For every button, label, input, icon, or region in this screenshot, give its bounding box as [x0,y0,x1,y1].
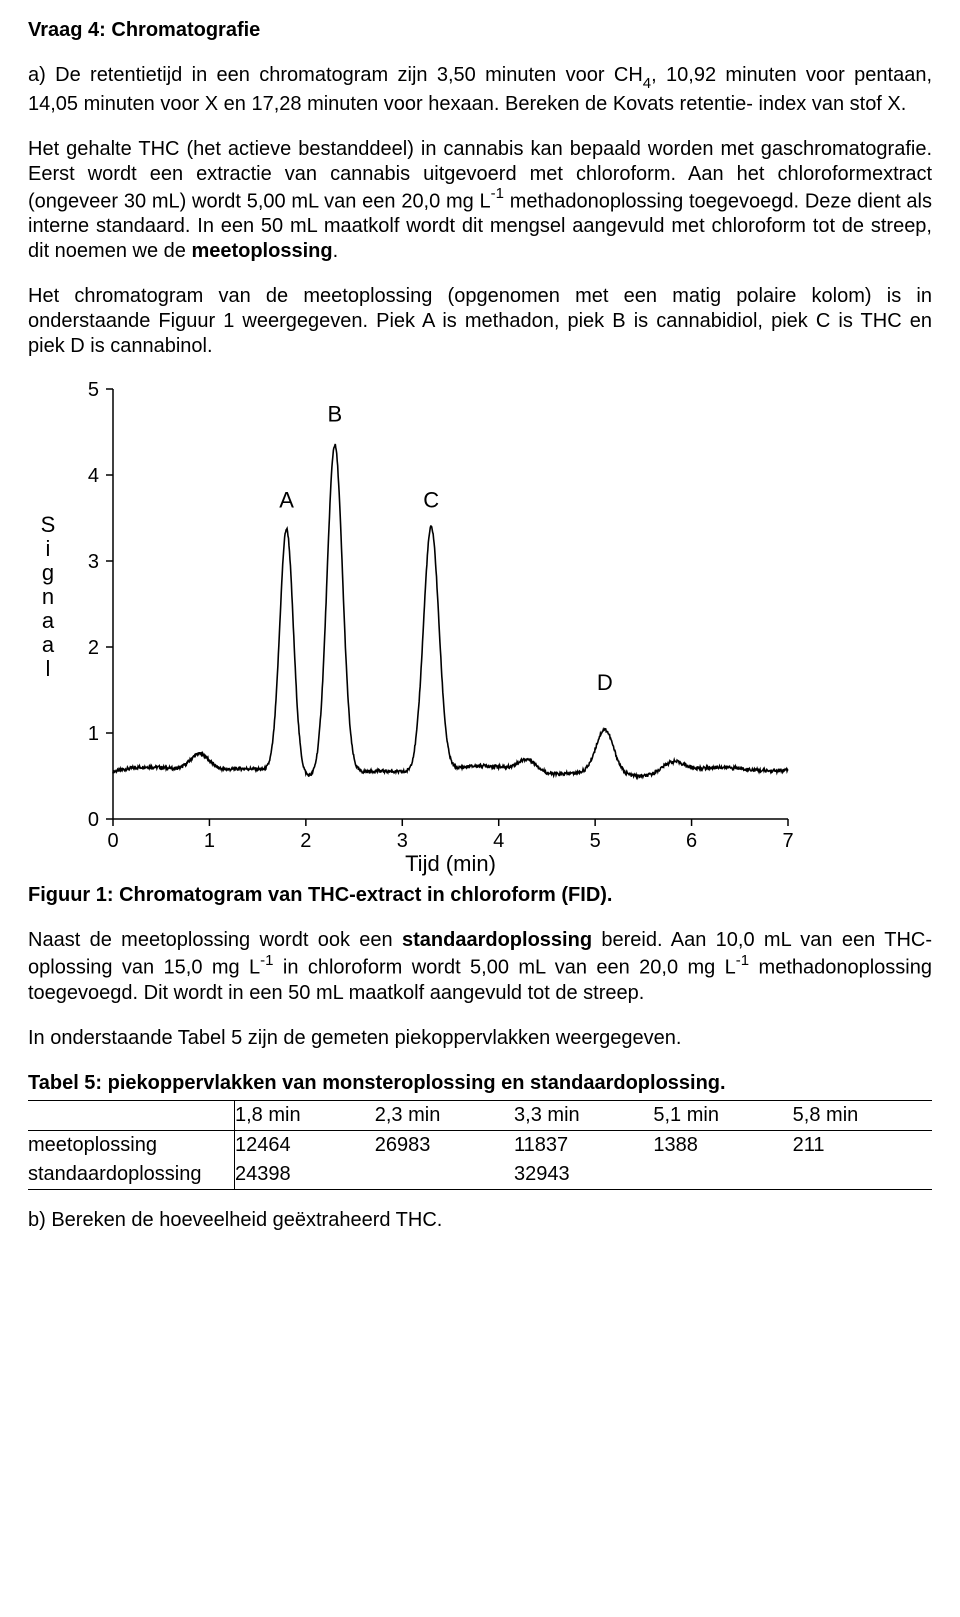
table-header-5: 5,8 min [793,1101,932,1131]
svg-text:4: 4 [493,830,504,852]
table-cell-r0c0: meetoplossing [28,1131,235,1161]
table-header-0 [28,1101,235,1131]
para-standard: Naast de meetoplossing wordt ook een sta… [28,928,932,1006]
table-cell-r1c0: standaardoplossing [28,1160,235,1190]
table-row: meetoplossing 12464 26983 11837 1388 211 [28,1131,932,1161]
table-cell-r1c4 [653,1160,792,1190]
p2-c: . [333,240,339,262]
svg-text:i: i [46,536,51,561]
para-a-text-1: a) De retentietijd in een chromatogram z… [28,64,643,86]
svg-text:2: 2 [300,830,311,852]
svg-text:g: g [42,560,54,585]
peak-area-table: 1,8 min 2,3 min 3,3 min 5,1 min 5,8 min … [28,1100,932,1190]
p4-sup-1: -1 [260,952,273,969]
svg-text:A: A [279,488,294,513]
table-header-1: 1,8 min [235,1101,375,1131]
p4-c: in chloroform wordt 5,00 mL van een 20,0… [274,957,736,979]
p2-bold-meetoplossing: meetoplossing [191,240,332,262]
table-row: standaardoplossing 24398 32943 [28,1160,932,1190]
svg-text:0: 0 [88,809,99,831]
svg-text:1: 1 [204,830,215,852]
svg-text:C: C [423,488,439,513]
figure-caption: Figuur 1: Chromatogram van THC-extract i… [28,883,932,908]
table-header-3: 3,3 min [514,1101,653,1131]
svg-text:B: B [327,402,342,427]
svg-text:Tijd (min): Tijd (min) [405,851,496,876]
table-caption: Tabel 5: piekoppervlakken van monsteropl… [28,1071,932,1096]
svg-text:3: 3 [88,551,99,573]
svg-text:6: 6 [686,830,697,852]
para-b: b) Bereken de hoeveelheid geëxtraheerd T… [28,1208,932,1233]
table-header-2: 2,3 min [375,1101,514,1131]
svg-text:5: 5 [88,379,99,401]
svg-text:1: 1 [88,723,99,745]
chromatogram-svg: 0 1 2 3 4 5 6 7 0 1 2 3 4 5 Tijd (min) Signaal A B C D [28,379,808,879]
svg-text:3: 3 [397,830,408,852]
table-cell-r0c2: 26983 [375,1131,514,1161]
chromatogram-figure: 0 1 2 3 4 5 6 7 0 1 2 3 4 5 Tijd (min) Signaal A B C D [28,379,932,879]
table-cell-r0c4: 1388 [653,1131,792,1161]
p4-bold-standaard: standaardoplossing [402,929,592,951]
svg-text:0: 0 [107,830,118,852]
p4-sup-2: -1 [736,952,749,969]
table-header-row: 1,8 min 2,3 min 3,3 min 5,1 min 5,8 min [28,1101,932,1131]
para-context-2: Het chromatogram van de meetoplossing (o… [28,284,932,359]
svg-text:5: 5 [590,830,601,852]
question-title: Vraag 4: Chromatografie [28,18,932,43]
table-cell-r0c5: 211 [793,1131,932,1161]
para-a-subscript: 4 [643,75,651,92]
svg-text:a: a [42,608,55,633]
para-a: a) De retentietijd in een chromatogram z… [28,63,932,117]
para-context-1: Het gehalte THC (het actieve bestanddeel… [28,137,932,265]
svg-text:a: a [42,632,55,657]
para-table-intro: In onderstaande Tabel 5 zijn de gemeten … [28,1026,932,1051]
table-header-4: 5,1 min [653,1101,792,1131]
table-cell-r1c2 [375,1160,514,1190]
svg-text:l: l [46,656,51,681]
table-cell-r0c3: 11837 [514,1131,653,1161]
svg-text:4: 4 [88,465,99,487]
svg-text:2: 2 [88,637,99,659]
svg-text:S: S [41,512,56,537]
table-cell-r1c1: 24398 [235,1160,375,1190]
p2-sup: -1 [491,185,504,202]
table-cell-r1c5 [793,1160,932,1190]
table-cell-r1c3: 32943 [514,1160,653,1190]
svg-text:D: D [597,670,613,695]
p4-a: Naast de meetoplossing wordt ook een [28,929,402,951]
svg-text:n: n [42,584,54,609]
table-cell-r0c1: 12464 [235,1131,375,1161]
svg-text:7: 7 [782,830,793,852]
